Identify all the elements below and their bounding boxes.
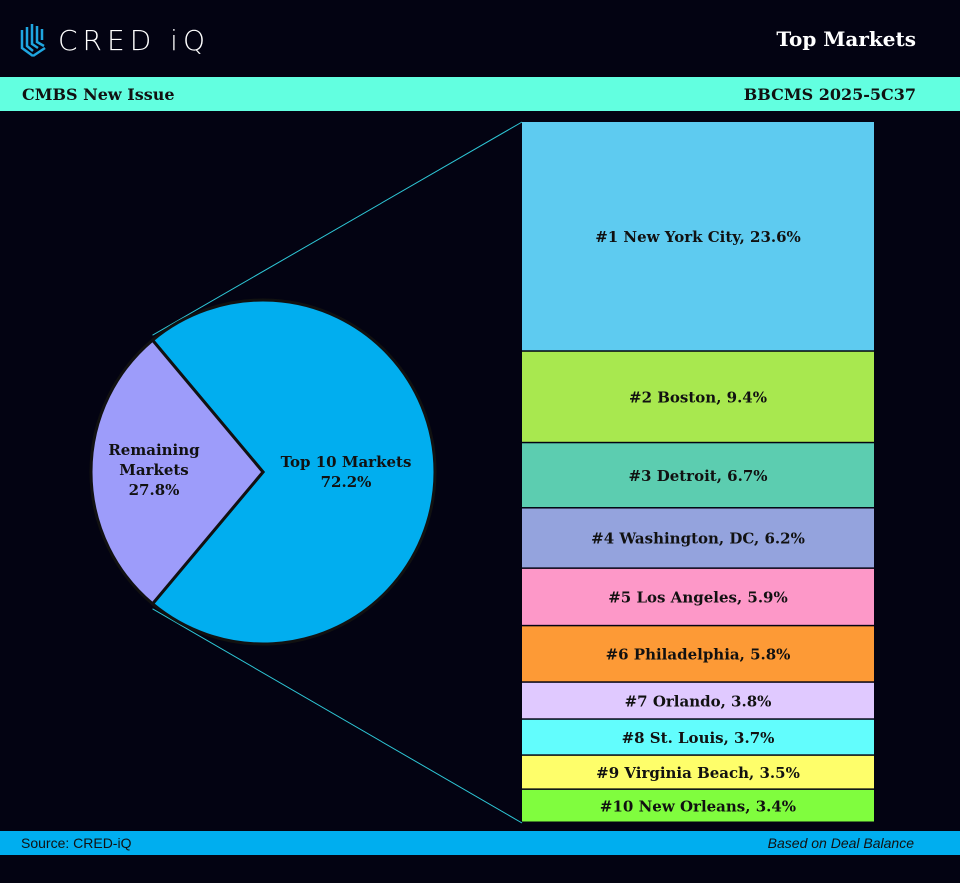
pie-label-top10: 72.2% — [321, 473, 372, 491]
band-left-label: CMBS New Issue — [22, 85, 175, 104]
logo: CRED iQ — [18, 22, 210, 58]
bar-segment — [522, 508, 874, 568]
bar-segment — [522, 122, 874, 351]
pie-label-remaining: Remaining — [108, 441, 200, 459]
bar-segment — [522, 755, 874, 789]
basis-note: Based on Deal Balance — [767, 835, 914, 851]
bar-segment — [522, 626, 874, 682]
bar-label: #8 St. Louis, 3.7% — [622, 729, 775, 747]
band-right-label: BBCMS 2025-5C37 — [743, 85, 916, 104]
bar-label: #1 New York City, 23.6% — [595, 228, 801, 246]
bar-segment — [522, 568, 874, 625]
bar-label: #6 Philadelphia, 5.8% — [606, 646, 791, 664]
bar-segment — [522, 719, 874, 755]
bar-label: #4 Washington, DC, 6.2% — [591, 530, 805, 548]
pie-label-remaining: 27.8% — [129, 481, 180, 499]
bar-label: #2 Boston, 9.4% — [629, 389, 767, 407]
bar-segment — [522, 351, 874, 442]
bar-segment — [522, 789, 874, 822]
bar-segment — [522, 443, 874, 508]
subtitle-band: CMBS New Issue BBCMS 2025-5C37 — [0, 77, 960, 111]
pie-slice-top10 — [150, 298, 437, 646]
bar-label: #3 Detroit, 6.7% — [628, 467, 767, 485]
bar-segment — [522, 682, 874, 719]
bar-label: #7 Orlando, 3.8% — [625, 692, 772, 710]
bar-label: #5 Los Angeles, 5.9% — [608, 589, 788, 607]
page-title: Top Markets — [776, 27, 916, 51]
connector-line-top — [152, 121, 523, 336]
pie-label-remaining: Markets — [119, 461, 189, 479]
bar-label: #10 New Orleans, 3.4% — [600, 797, 796, 815]
connector-line-bottom — [152, 608, 523, 824]
cred-iq-logo-icon — [20, 24, 46, 58]
pie-label-top10: Top 10 Markets — [281, 453, 412, 471]
logo-text: CRED iQ — [58, 23, 210, 57]
pie-slice-remaining — [89, 338, 265, 606]
footer-band: Source: CRED-iQ Based on Deal Balance — [0, 831, 960, 855]
bar-label: #9 Virginia Beach, 3.5% — [596, 764, 800, 782]
source-label: Source: CRED-iQ — [21, 835, 132, 851]
